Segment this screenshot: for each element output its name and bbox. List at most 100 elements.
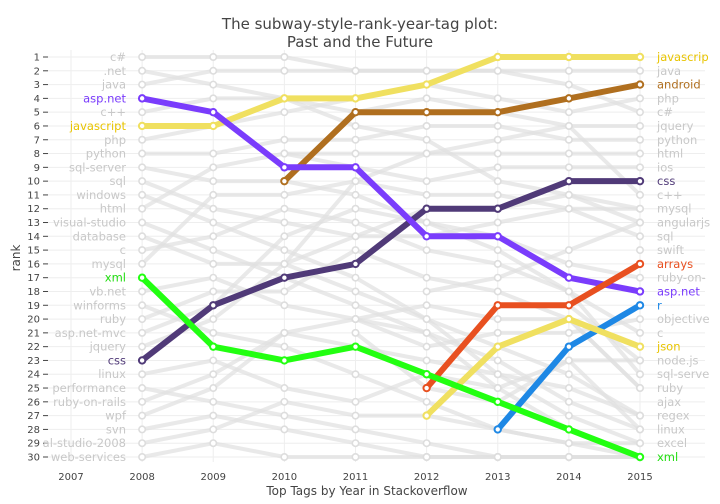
background-tag-point <box>422 328 431 337</box>
series-point-json <box>422 411 431 420</box>
y-tick-label: 15 <box>27 246 40 257</box>
background-tag-point <box>280 204 289 213</box>
series-point-javascript <box>635 52 645 62</box>
background-tag-point <box>564 328 573 337</box>
background-tag-point <box>138 452 147 461</box>
series-point-r <box>564 342 574 351</box>
y-tick-label: 18 <box>27 287 40 298</box>
background-tag-point <box>209 384 218 393</box>
background-tag-point <box>564 66 573 75</box>
series-point-css <box>564 176 574 186</box>
background-tag-point <box>351 301 360 310</box>
background-tag-line <box>141 68 640 87</box>
background-tag-point <box>635 204 644 213</box>
left-tag-label: jquery <box>89 340 127 354</box>
background-tag-point <box>493 328 502 337</box>
highlighted-tag-lines <box>137 52 645 462</box>
right-tag-label: java <box>656 64 681 78</box>
x-tick-label: 2008 <box>129 472 154 483</box>
background-tag-point <box>138 259 147 268</box>
background-tag-point <box>564 190 573 199</box>
background-tag-point <box>138 315 147 324</box>
y-tick-label: 29 <box>27 439 40 450</box>
background-tag-point <box>635 425 644 434</box>
background-tag-point <box>351 190 360 199</box>
left-tag-label: linux <box>98 367 126 381</box>
series-point-json <box>493 342 502 351</box>
series-point-android <box>351 107 360 117</box>
background-tag-line <box>141 441 640 459</box>
background-tag-point <box>209 80 218 89</box>
background-tag-point <box>564 287 573 296</box>
left-tag-label: performance <box>52 381 126 395</box>
left-tag-label: asp.net <box>83 91 126 105</box>
background-tag-line <box>142 124 640 156</box>
y-tick-label: 10 <box>27 177 40 188</box>
series-line-arrays <box>423 260 643 391</box>
background-tag-point <box>209 218 218 227</box>
right-tag-label: c# <box>657 105 673 119</box>
series-point-android <box>493 107 502 117</box>
background-tag-point <box>138 246 147 255</box>
background-tag-point <box>493 246 502 255</box>
background-tag-point <box>493 452 502 461</box>
background-tag-point <box>564 259 573 268</box>
series-point-asp.net <box>564 273 574 282</box>
background-tag-point <box>138 190 147 199</box>
right-tag-labels: javascripjavaandroidphpc#jquerypythonhtm… <box>656 50 710 464</box>
x-tick-label: 2012 <box>414 472 439 483</box>
y-tick-label: 8 <box>34 149 40 160</box>
series-point-arrays <box>564 301 574 310</box>
left-tag-label: .net <box>103 64 126 78</box>
background-tag-point <box>209 204 218 213</box>
background-tag-point <box>422 356 431 365</box>
background-tag-line <box>141 124 640 349</box>
series-point-android <box>280 176 289 186</box>
series-point-asp.net <box>137 94 147 103</box>
right-tag-label: excel <box>657 436 687 450</box>
left-tag-label: ruby-on-rails <box>53 395 126 409</box>
x-tick-label: 2013 <box>485 472 510 483</box>
left-tag-label: visual-studio <box>53 216 126 230</box>
left-tag-label: winforms <box>73 298 126 312</box>
left-tag-label: wpf <box>105 409 127 423</box>
series-point-xml <box>280 356 289 365</box>
background-tag-point <box>138 439 147 448</box>
series-point-css <box>280 273 289 282</box>
background-tag-point <box>422 218 431 227</box>
series-point-asp.net <box>280 163 289 172</box>
background-tag-point <box>209 232 218 241</box>
background-tag-point <box>138 177 147 186</box>
right-tag-label: xml <box>657 450 678 464</box>
background-tag-point <box>280 190 289 199</box>
left-tag-label: html <box>100 202 126 216</box>
series-point-json <box>635 342 645 351</box>
background-tag-point <box>209 397 218 406</box>
y-tick-label: 5 <box>34 108 40 119</box>
background-tag-point <box>138 80 147 89</box>
y-tick-label: 27 <box>27 411 40 422</box>
background-tag-point <box>138 163 147 172</box>
background-tag-point <box>635 370 644 379</box>
background-tag-point <box>351 439 360 448</box>
background-tag-point <box>422 315 431 324</box>
right-tag-label: mysql <box>657 202 692 216</box>
background-tag-point <box>280 149 289 158</box>
background-tag-line <box>141 275 641 432</box>
background-tag-point <box>138 384 147 393</box>
background-tag-point <box>280 232 289 241</box>
background-tag-point <box>209 315 218 324</box>
background-tag-point <box>635 315 644 324</box>
background-tag-point <box>635 384 644 393</box>
background-tag-point <box>280 342 289 351</box>
background-tag-point <box>209 356 218 365</box>
background-tag-point <box>209 246 218 255</box>
x-tick-label: 2010 <box>272 472 297 483</box>
background-tag-point <box>209 259 218 268</box>
background-tag-point <box>493 94 502 103</box>
background-tag-point <box>564 204 573 213</box>
background-tag-point <box>138 149 147 158</box>
series-point-android <box>635 80 645 89</box>
series-point-javascript <box>280 94 289 103</box>
right-tag-label: linux <box>657 422 685 436</box>
